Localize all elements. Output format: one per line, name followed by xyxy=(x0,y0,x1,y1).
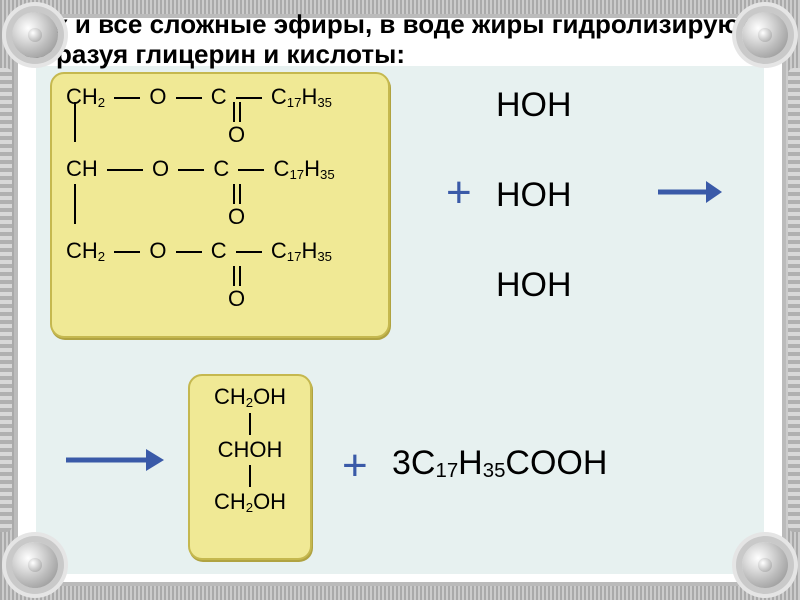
water-molecule: HOH xyxy=(496,266,572,305)
glycerol-structure: CH2OH CHOH CH2OH xyxy=(188,374,312,560)
glycerol-line: CHOH xyxy=(194,439,306,461)
backbone-ch2: CH2 xyxy=(66,238,105,263)
plus-symbol: + xyxy=(446,168,472,218)
fatty-chain: C17H35 xyxy=(274,156,335,181)
glycerol-line: CH2OH xyxy=(194,386,306,409)
fatty-acid-product: 3C17H35COOH xyxy=(392,444,607,483)
fatty-chain: C17H35 xyxy=(271,84,332,109)
fatty-chain: C17H35 xyxy=(271,238,332,263)
corner-orb-icon xyxy=(12,542,58,588)
glycerol-line: CH2OH xyxy=(194,491,306,514)
triglyceride-structure: CH2 O C C17H35 O CH O xyxy=(50,72,390,338)
corner-orb-icon xyxy=(742,542,788,588)
corner-orb-icon xyxy=(12,12,58,58)
water-molecule: HOH xyxy=(496,86,572,125)
plus-symbol: + xyxy=(342,441,368,491)
backbone-ch2: CH2 xyxy=(66,84,105,109)
reaction-arrow-icon xyxy=(64,446,164,474)
corner-orb-icon xyxy=(742,12,788,58)
water-molecule: HOH xyxy=(496,176,572,215)
slide-frame: Как и все сложные эфиры, в воде жиры гид… xyxy=(14,14,786,586)
side-rail-icon xyxy=(788,68,800,532)
slide-title: Как и все сложные эфиры, в воде жиры гид… xyxy=(20,10,780,70)
reaction-panel: CH2 O C C17H35 O CH O xyxy=(36,66,764,574)
side-rail-icon xyxy=(0,68,12,532)
reaction-arrow-icon xyxy=(656,178,722,206)
backbone-ch: CH xyxy=(66,156,98,181)
